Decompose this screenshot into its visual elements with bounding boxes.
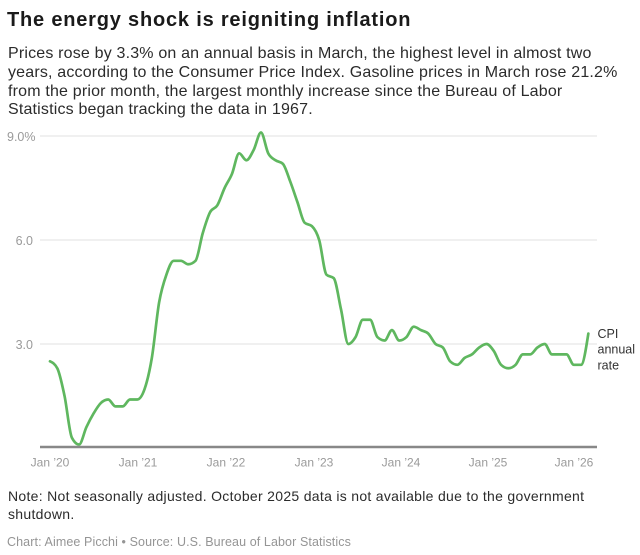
svg-text:Jan ’22: Jan ’22 — [207, 456, 246, 470]
svg-text:3.0: 3.0 — [16, 338, 33, 352]
svg-text:Jan ’26: Jan ’26 — [555, 456, 594, 470]
svg-text:9.0%: 9.0% — [7, 130, 36, 144]
svg-text:CPI: CPI — [598, 327, 619, 341]
svg-text:annual: annual — [598, 343, 636, 357]
svg-text:rate: rate — [598, 358, 620, 372]
svg-text:6.0: 6.0 — [16, 234, 33, 248]
svg-text:Jan ’25: Jan ’25 — [469, 456, 508, 470]
svg-text:Jan ’23: Jan ’23 — [295, 456, 334, 470]
svg-text:Jan ’21: Jan ’21 — [119, 456, 158, 470]
svg-text:Jan ’20: Jan ’20 — [31, 456, 70, 470]
svg-text:Jan ’24: Jan ’24 — [382, 456, 421, 470]
